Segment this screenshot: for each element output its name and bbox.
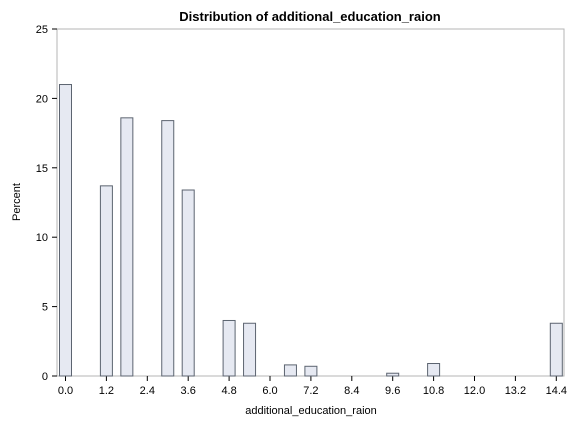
bar xyxy=(283,364,297,377)
y-axis: 0 5 10 15 20 25 xyxy=(36,24,57,383)
x-tick-label: 10.8 xyxy=(423,385,444,397)
bar xyxy=(427,363,441,377)
bar xyxy=(181,189,195,377)
x-tick-label: 3.6 xyxy=(181,385,196,397)
x-tick-label: 4.8 xyxy=(221,385,236,397)
x-tick-label: 0.0 xyxy=(58,385,73,397)
x-tick-label: 13.2 xyxy=(505,385,526,397)
x-axis-label: additional_education_raion xyxy=(245,405,377,417)
bar xyxy=(222,319,236,377)
y-tick-label: 25 xyxy=(36,24,48,36)
x-axis: 0.0 1.2 2.4 3.6 4.8 6.0 7.2 8.4 9.6 10.8 12.0 13.2 1… xyxy=(58,376,567,397)
x-tick-label: 8.4 xyxy=(344,385,359,397)
x-tick-label: 2.4 xyxy=(140,385,155,397)
x-tick-label: 14.4 xyxy=(546,385,567,397)
x-tick-label: 12.0 xyxy=(464,385,485,397)
bar xyxy=(99,185,113,377)
y-axis-label: Percent xyxy=(11,183,23,221)
x-tick-label: 9.6 xyxy=(385,385,400,397)
bar xyxy=(59,84,72,377)
x-tick-label: 6.0 xyxy=(262,385,277,397)
bars xyxy=(59,84,563,377)
y-tick-label: 5 xyxy=(42,302,48,314)
y-tick-label: 20 xyxy=(36,93,48,105)
bar xyxy=(549,322,563,377)
bar xyxy=(243,322,257,377)
x-tick-label: 1.2 xyxy=(99,385,114,397)
y-tick-label: 15 xyxy=(36,163,48,175)
y-tick-label: 10 xyxy=(36,232,48,244)
plot-frame xyxy=(56,28,565,377)
bar xyxy=(120,117,134,377)
x-tick-label: 7.2 xyxy=(303,385,318,397)
bar xyxy=(161,120,175,377)
y-tick-label: 0 xyxy=(42,371,48,383)
chart-title: Distribution of additional_education_rai… xyxy=(179,9,441,24)
bar xyxy=(304,365,318,377)
bar xyxy=(386,372,400,377)
